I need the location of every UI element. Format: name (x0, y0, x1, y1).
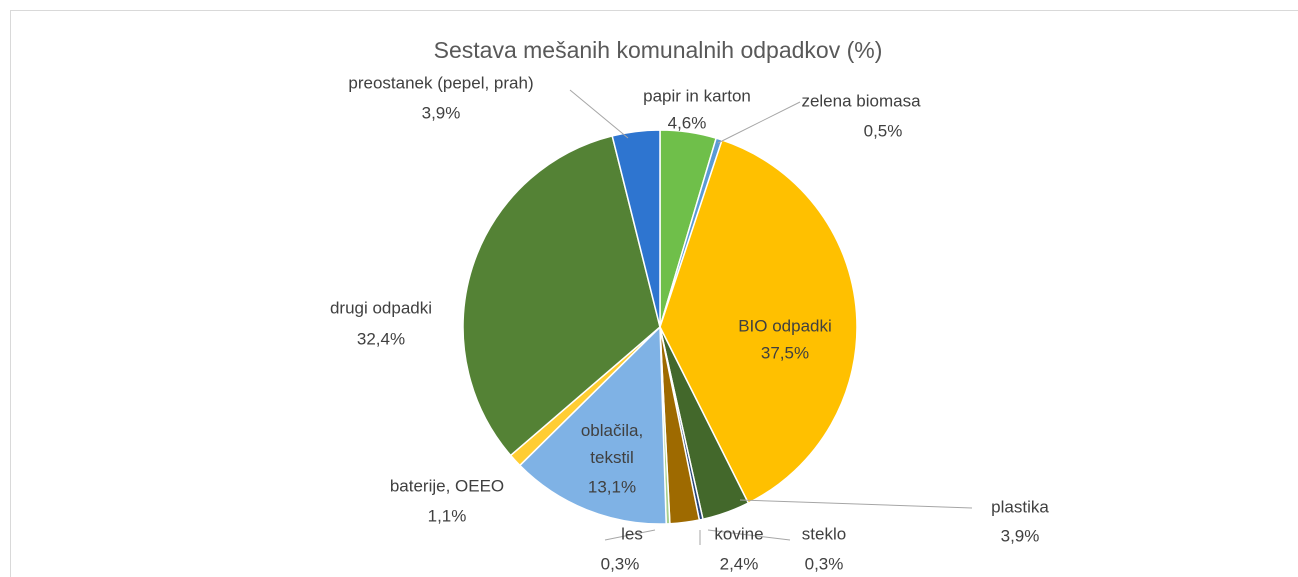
value-label: 0,3% (601, 554, 640, 573)
value-label: 1,1% (428, 506, 467, 525)
leader-line (739, 499, 973, 509)
leader-line (604, 529, 656, 541)
category-label: papir in karton (643, 86, 751, 105)
value-label: 0,5% (864, 121, 903, 140)
category-label: oblačila, tekstil (581, 421, 643, 467)
category-label: zelena biomasa (801, 91, 921, 110)
value-label: 4,6% (668, 113, 707, 132)
leader-line (717, 101, 801, 144)
value-label: 37,5% (761, 343, 809, 362)
leader-line (707, 529, 791, 541)
value-label: 13,1% (588, 477, 636, 496)
category-label: BIO odpadki (738, 316, 832, 335)
pie-slice (462, 134, 661, 457)
label-line: tekstil (590, 448, 633, 467)
category-label: kovine (714, 524, 763, 543)
chart-title: Sestava mešanih komunalnih odpadkov (%) (434, 37, 883, 63)
category-label: steklo (802, 524, 846, 543)
label-line: oblačila, (581, 421, 643, 440)
value-label: 2,4% (720, 554, 759, 573)
category-label: les (621, 524, 643, 543)
category-label: drugi odpadki (330, 298, 432, 317)
value-label: 3,9% (422, 103, 461, 122)
category-label: baterije, OEEO (390, 476, 504, 495)
leader-line (569, 89, 629, 139)
category-label: preostanek (pepel, prah) (348, 73, 533, 92)
value-label: 0,3% (805, 554, 844, 573)
value-label: 32,4% (357, 329, 405, 348)
category-label: plastika (991, 497, 1049, 516)
pie-slice (518, 325, 667, 525)
pie-slice (659, 139, 858, 505)
value-label: 3,9% (1001, 526, 1040, 545)
pie-slice (611, 129, 661, 328)
